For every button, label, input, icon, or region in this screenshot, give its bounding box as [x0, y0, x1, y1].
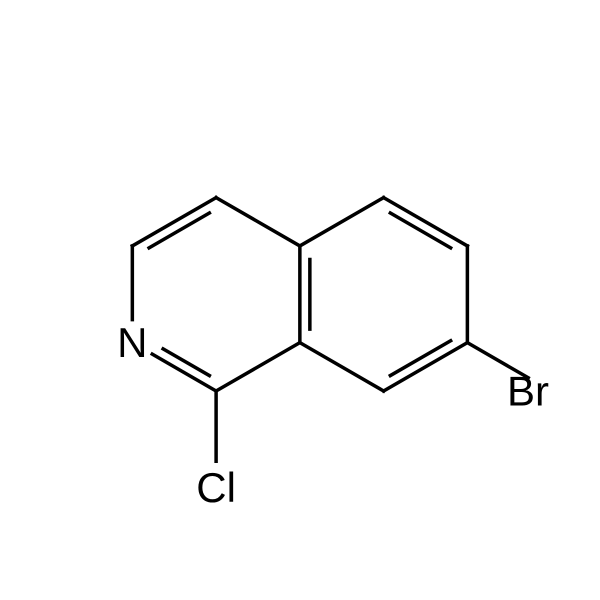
bond-single: [216, 343, 300, 391]
bond-single: [300, 343, 384, 391]
bond-layer: [132, 198, 528, 462]
bond-double-outer: [384, 343, 468, 391]
atom-label-br: Br: [507, 368, 549, 415]
bond-single: [300, 198, 384, 246]
molecule-canvas: N Cl Br: [0, 0, 600, 600]
bond-double-outer: [132, 198, 216, 246]
atom-label-cl: Cl: [196, 464, 236, 511]
bond-single: [216, 198, 300, 246]
bond-double-inner: [163, 349, 209, 376]
bond-double-outer: [384, 198, 468, 246]
atom-label-layer: N Cl Br: [117, 319, 549, 511]
atom-label-n: N: [117, 319, 147, 366]
